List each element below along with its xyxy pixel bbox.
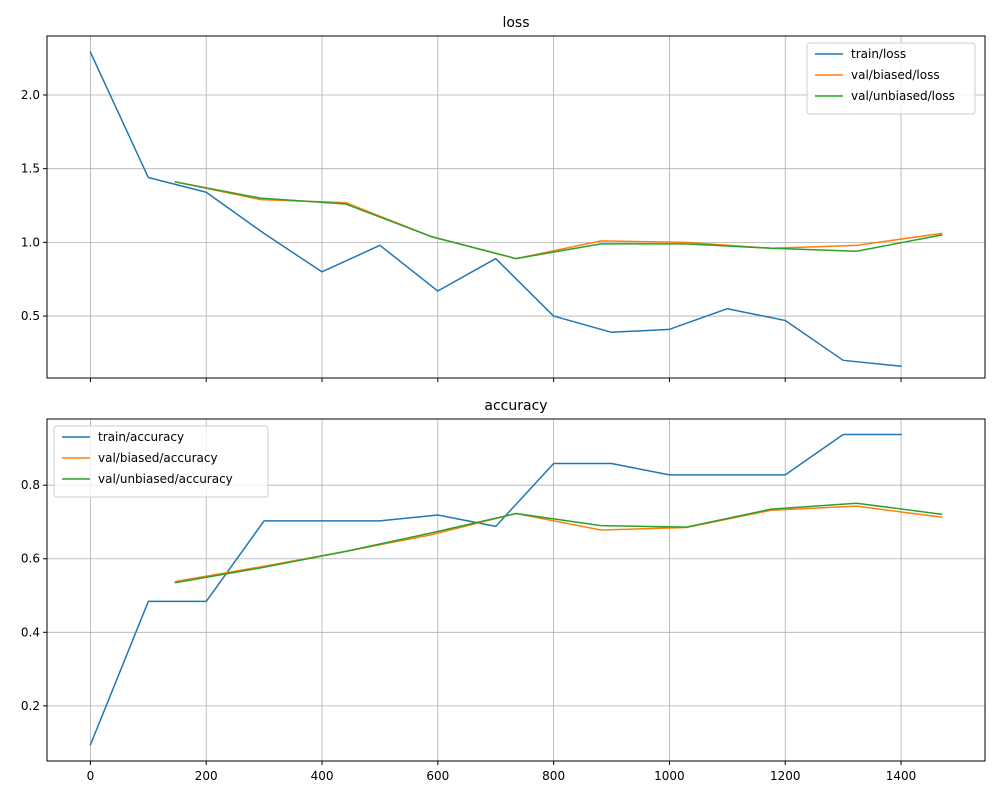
accuracy-x-tick-label: 800 xyxy=(542,769,565,783)
legend-label-train-accuracy: train/accuracy xyxy=(98,430,184,444)
legend-label-val-biased-loss: val/biased/loss xyxy=(851,68,940,82)
legend-label-val-biased-accuracy: val/biased/accuracy xyxy=(98,451,218,465)
series-line-val-unbiased-accuracy xyxy=(174,502,943,584)
loss-y-tick-label: 1.5 xyxy=(21,162,40,176)
accuracy-chart-title: accuracy xyxy=(484,398,547,414)
accuracy-panel: 0 200 400 600 800 1000 1200 1400 0.2 0.4 0.6 0.8 acc… xyxy=(21,398,986,783)
legend-label-val-unbiased-accuracy: val/unbiased/accuracy xyxy=(98,472,233,486)
accuracy-axes-frame xyxy=(46,418,986,762)
loss-axes-frame xyxy=(46,35,986,379)
loss-chart-title: loss xyxy=(502,15,529,31)
accuracy-y-tick-label: 0.4 xyxy=(21,625,40,639)
accuracy-x-tick-label: 1200 xyxy=(770,769,801,783)
accuracy-legend: train/accuracy val/biased/accuracy val/unb… xyxy=(53,425,269,498)
loss-legend-frame xyxy=(806,42,976,115)
accuracy-x-tick-label: 600 xyxy=(426,769,449,783)
accuracy-legend-frame xyxy=(53,425,269,498)
legend-label-val-unbiased-loss: val/unbiased/loss xyxy=(851,89,955,103)
loss-legend: train/loss val/biased/loss val/unbiased/lo… xyxy=(806,42,976,115)
accuracy-x-tick-label: 1000 xyxy=(654,769,685,783)
accuracy-y-tick-label: 0.6 xyxy=(21,552,40,566)
accuracy-y-tick-label: 0.8 xyxy=(21,478,40,492)
loss-y-tick-label: 2.0 xyxy=(21,88,40,102)
series-line-val-unbiased-loss xyxy=(174,181,943,260)
series-line-train-loss xyxy=(89,51,902,368)
loss-y-tick-label: 1.0 xyxy=(21,235,40,249)
accuracy-x-tick-label: 0 xyxy=(87,769,95,783)
legend-label-train-loss: train/loss xyxy=(851,47,906,61)
accuracy-y-tick-label: 0.2 xyxy=(21,699,40,713)
loss-panel: 0.5 1.0 1.5 2.0 loss train/loss val/biased/los… xyxy=(21,15,986,382)
accuracy-x-tick-label: 200 xyxy=(195,769,218,783)
accuracy-x-tick-label: 400 xyxy=(311,769,334,783)
accuracy-x-tick-label: 1400 xyxy=(886,769,917,783)
loss-y-tick-label: 0.5 xyxy=(21,309,40,323)
